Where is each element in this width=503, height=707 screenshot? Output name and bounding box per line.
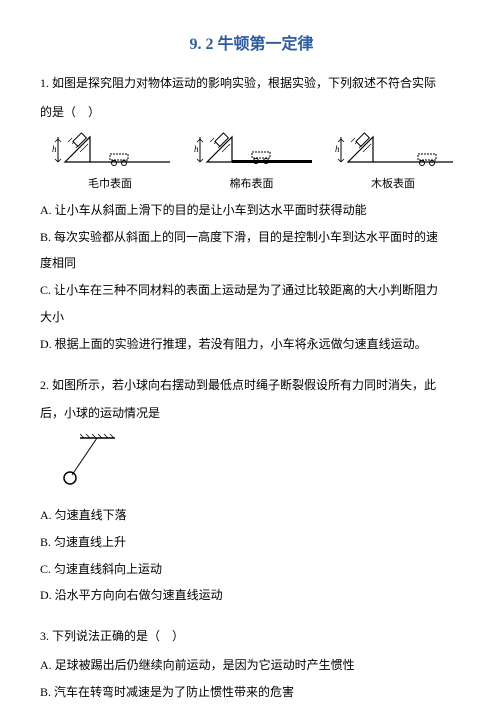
diagram-item-2: h 棉布表面: [192, 132, 312, 195]
q2-option-a: A. 匀速直线下落: [40, 504, 463, 527]
diagram-label-3: 木板表面: [371, 174, 415, 195]
diagram-label-1: 毛巾表面: [88, 174, 132, 195]
diagram-label-2: 棉布表面: [230, 174, 274, 195]
q3-option-b: B. 汽车在转弯时减速是为了防止惯性带来的危害: [40, 681, 463, 704]
q3-text: 3. 下列说法正确的是（ ）: [40, 625, 463, 648]
q2-option-d: D. 沿水平方向向右做匀速直线运动: [40, 584, 463, 607]
svg-text:h: h: [335, 144, 340, 154]
q2-option-c: C. 匀速直线斜向上运动: [40, 558, 463, 581]
q1-text-line2: 的是（ ）: [40, 101, 463, 124]
svg-text:h: h: [52, 144, 57, 154]
q1-option-d: D. 根据上面的实验进行推理，若没有阻力，小车将永远做匀速直线运动。: [40, 333, 463, 356]
q1-option-b-line2: 度相同: [40, 252, 463, 275]
diagram-item-1: h 毛巾表面: [50, 132, 170, 195]
pendulum-icon: [60, 433, 130, 488]
q1-option-b-line1: B. 每次实验都从斜面上的同一高度下滑，目的是控制小车到达水平面时的速: [40, 226, 463, 249]
q1-text-line1: 1. 如图是探究阻力对物体运动的影响实验，根据实验，下列叙述不符合实际: [40, 72, 463, 95]
ramp-diagram-1: h: [50, 132, 170, 172]
q2-option-b: B. 匀速直线上升: [40, 531, 463, 554]
q1-option-c-line1: C. 让小车在三种不同材料的表面上运动是为了通过比较距离的大小判断阻力: [40, 279, 463, 302]
q2-text-line2: 后，小球的运动情况是: [40, 402, 463, 425]
ramp-diagram-3: h: [333, 132, 453, 172]
diagram-item-3: h 木板表面: [333, 132, 453, 195]
q2-diagram: [60, 433, 463, 496]
q1-option-c-line2: 大小: [40, 306, 463, 329]
q1-option-a: A. 让小车从斜面上滑下的目的是让小车到达水平面时获得动能: [40, 199, 463, 222]
svg-text:h: h: [194, 144, 199, 154]
page-title: 9. 2 牛顿第一定律: [40, 30, 463, 60]
ramp-diagram-2: h: [192, 132, 312, 172]
q3-option-a: A. 足球被踢出后仍继续向前运动，是因为它运动时产生惯性: [40, 654, 463, 677]
q1-diagram-row: h 毛巾表面 h: [40, 132, 463, 195]
q2-text-line1: 2. 如图所示，若小球向右摆动到最低点时绳子断裂假设所有力同时消失，此: [40, 374, 463, 397]
